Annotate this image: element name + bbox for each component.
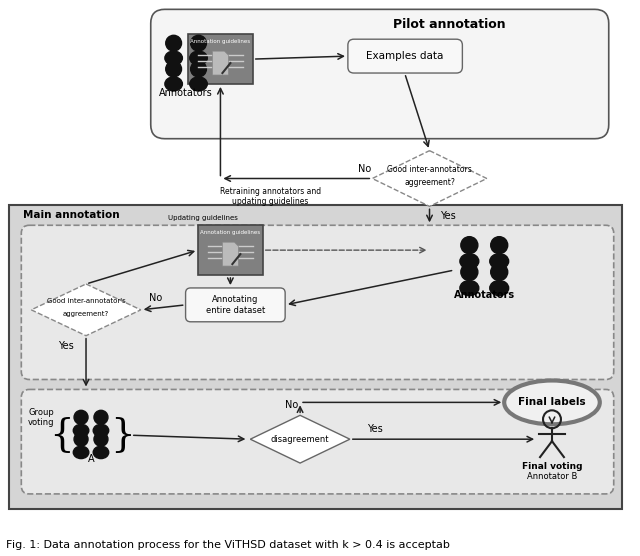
Text: No: No [285,400,299,410]
Text: Group
voting: Group voting [28,408,54,427]
Ellipse shape [93,424,109,436]
FancyBboxPatch shape [151,9,609,138]
Ellipse shape [190,51,207,65]
Text: Main annotation: Main annotation [23,210,120,220]
Ellipse shape [93,446,109,459]
Text: Final labels: Final labels [518,398,586,408]
Text: F: F [6,540,13,550]
FancyBboxPatch shape [21,225,614,380]
Ellipse shape [490,254,509,269]
Bar [10,205,621,509]
Text: Annotation guidelines: Annotation guidelines [190,39,250,44]
Circle shape [166,61,182,77]
Circle shape [166,35,182,51]
Ellipse shape [190,77,207,91]
Text: aggreement?: aggreement? [404,178,455,187]
Text: Annotator B: Annotator B [527,471,577,480]
Text: updating guidelines: updating guidelines [232,197,308,206]
Text: Yes: Yes [440,211,455,221]
Text: No: No [149,293,163,303]
Polygon shape [212,51,228,75]
FancyBboxPatch shape [186,288,285,322]
Text: disagreement: disagreement [271,435,330,444]
Text: No: No [358,163,371,173]
Ellipse shape [504,380,600,424]
Ellipse shape [490,281,509,296]
Text: ig. 1: Data annotation process for the ViTHSD dataset with k > 0.4 is acceptab: ig. 1: Data annotation process for the V… [12,540,450,550]
Text: Good inter-annotators: Good inter-annotators [387,165,472,174]
Text: Annotators: Annotators [159,88,212,98]
Polygon shape [250,415,350,463]
Ellipse shape [73,446,89,459]
Ellipse shape [73,424,89,436]
Circle shape [191,61,207,77]
Circle shape [191,35,207,51]
Circle shape [74,432,88,446]
Text: Annotators: Annotators [454,290,515,300]
Ellipse shape [460,254,479,269]
FancyBboxPatch shape [348,39,462,73]
Circle shape [491,264,508,281]
Circle shape [74,410,88,424]
Text: Updating guidelines: Updating guidelines [168,215,237,221]
Text: }: } [111,416,135,454]
Ellipse shape [165,77,182,91]
Circle shape [94,432,108,446]
Text: Examples data: Examples data [366,51,444,61]
Text: {: { [49,416,74,454]
Circle shape [94,410,108,424]
Ellipse shape [460,281,479,296]
Text: Retraining annotators and: Retraining annotators and [220,187,321,196]
Polygon shape [223,242,238,266]
Text: Yes: Yes [367,424,383,434]
Polygon shape [372,151,487,206]
Text: Annotating
entire dataset: Annotating entire dataset [205,295,265,315]
Text: Yes: Yes [58,341,74,351]
Circle shape [461,237,478,254]
Text: Pilot annotation: Pilot annotation [393,18,506,31]
Text: aggreement?: aggreement? [63,311,109,317]
FancyBboxPatch shape [21,389,614,494]
Bar [188,34,253,84]
Circle shape [491,237,508,254]
Text: Annotation guidelines: Annotation guidelines [200,230,260,235]
Text: A: A [88,454,94,464]
Text: Final voting: Final voting [522,461,582,470]
Bar [198,225,263,275]
Text: Good inter-annotator's: Good inter-annotator's [47,298,125,304]
Ellipse shape [165,51,182,65]
Polygon shape [31,284,141,336]
Circle shape [461,264,478,281]
